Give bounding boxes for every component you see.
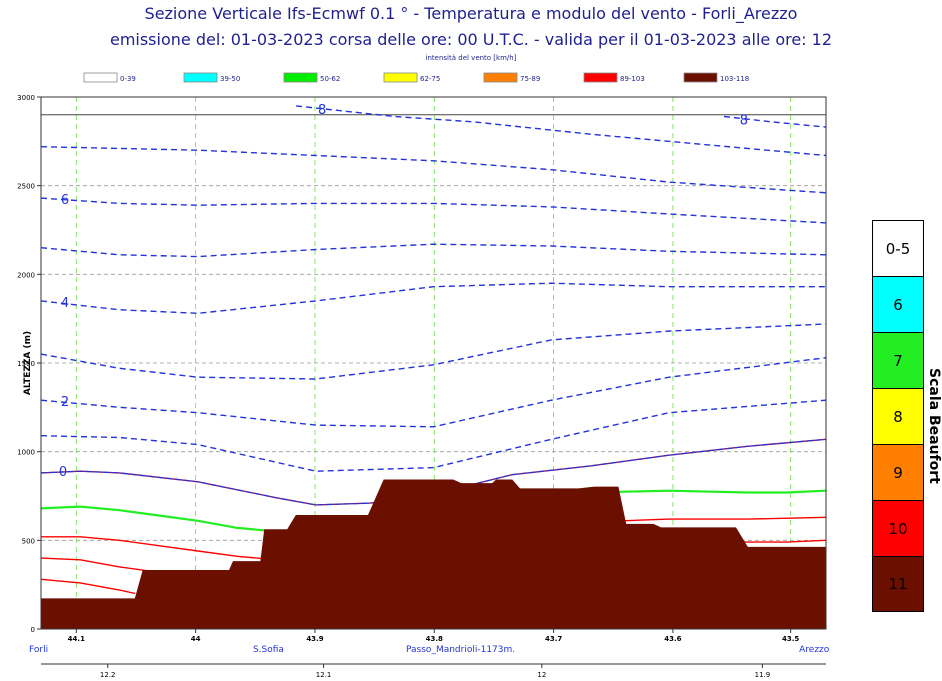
isotherm-0 <box>296 105 827 157</box>
legend-swatch-2 <box>283 72 318 83</box>
y-tick-label-1000: 1000 <box>17 449 35 457</box>
axes: 0 500 1000 1500 2000 2500 3000 ALTEZZA (m) 44.1 4… <box>17 94 830 679</box>
lon-tick-label-3: 11.9 <box>755 671 771 679</box>
y-tick-label-500: 500 <box>22 537 35 545</box>
isotherm-label-1: 8 <box>740 114 748 129</box>
legend-swatch-1 <box>183 72 218 83</box>
chart-subtitle: emissione del: 01-03-2023 corsa delle or… <box>109 30 833 49</box>
isotherm-3 <box>40 197 827 224</box>
isotherm-2 <box>40 146 827 194</box>
lat-tick-label-1: 44 <box>191 635 201 643</box>
wind-contour-2 <box>41 536 277 561</box>
place-label-0: Forli <box>29 645 48 655</box>
beaufort-level-2: 7 <box>872 332 924 388</box>
isotherm-5 <box>40 282 826 315</box>
lat-tick-label-6: 43.5 <box>782 635 799 643</box>
y-tick-label-2500: 2500 <box>17 183 35 191</box>
wind-legend: 0-39 39-50 50-62 62-75 75-89 89-103 103-118 <box>83 72 749 83</box>
isotherm-1 <box>723 115 827 128</box>
isotherm-label-7: 2 <box>61 395 69 410</box>
legend-swatch-4 <box>483 72 518 83</box>
beaufort-level-1: 6 <box>872 276 924 332</box>
beaufort-level-0: 0-5 <box>872 220 924 276</box>
beaufort-level-5: 10 <box>872 500 924 556</box>
legend-swatch-6 <box>683 72 718 83</box>
wind-contour-3 <box>621 516 827 522</box>
legend-label-6: 103-118 <box>720 75 749 83</box>
legend-title: intensità del vento [km/h] <box>425 54 517 62</box>
legend-label-2: 50-62 <box>320 75 340 83</box>
beaufort-level-6: 11 <box>872 556 924 612</box>
isotherm-4 <box>40 243 827 258</box>
beaufort-level-3: 8 <box>872 388 924 444</box>
lat-tick-label-5: 43.6 <box>664 635 681 643</box>
y-tick-label-3000: 3000 <box>17 94 35 102</box>
lat-tick-label-2: 43.9 <box>306 635 323 643</box>
lon-tick-label-2: 12 <box>537 671 546 679</box>
isotherm-6 <box>40 323 827 380</box>
zero-isotherm <box>40 438 827 506</box>
y-tick-label-2000: 2000 <box>17 271 35 279</box>
y-axis-label: ALTEZZA (m) <box>23 331 33 395</box>
plot-area: 8 8 6 4 2 0 <box>40 97 827 630</box>
beaufort-scale: 0-5 6 7 8 9 10 11 <box>872 220 924 612</box>
lon-tick-label-0: 12.2 <box>100 671 116 679</box>
legend-label-0: 0-39 <box>120 75 136 83</box>
legend-label-5: 89-103 <box>620 75 645 83</box>
wind-contour-5 <box>731 539 827 543</box>
isotherm-label-5: 4 <box>61 296 69 311</box>
wind-contour-4 <box>40 557 159 573</box>
place-label-2: Passo_Mandrioli-1173m. <box>406 645 515 655</box>
beaufort-scale-label: Scala Beaufort <box>926 368 942 484</box>
legend-swatch-0 <box>83 72 118 83</box>
beaufort-level-4: 9 <box>872 444 924 500</box>
y-tick-label-0: 0 <box>31 626 35 634</box>
place-label-3: Arezzo <box>799 645 830 655</box>
lon-tick-label-1: 12.1 <box>316 671 332 679</box>
lat-tick-label-3: 43.8 <box>426 635 443 643</box>
y-tick-label-1500: 1500 <box>17 360 35 368</box>
lat-tick-label-4: 43.7 <box>545 635 562 643</box>
wind-contour-0 <box>40 505 277 533</box>
terrain <box>40 479 827 630</box>
wind-contour-6 <box>40 578 136 595</box>
chart-title: Sezione Verticale Ifs-Ecmwf 0.1 ° - Temp… <box>144 4 798 23</box>
place-label-1: S.Sofia <box>253 645 284 655</box>
legend-label-1: 39-50 <box>220 75 240 83</box>
legend-swatch-3 <box>383 72 418 83</box>
legend-label-4: 75-89 <box>520 75 540 83</box>
legend-swatch-5 <box>583 72 618 83</box>
legend-label-3: 62-75 <box>420 75 440 83</box>
lat-tick-label-0: 44.1 <box>68 635 85 643</box>
zero-isotherm-label: 0 <box>59 465 67 480</box>
isotherm-8 <box>40 399 827 472</box>
isotherm-label-3: 6 <box>61 193 69 208</box>
isotherm-7 <box>40 357 827 428</box>
isotherm-label-0: 8 <box>318 103 326 118</box>
